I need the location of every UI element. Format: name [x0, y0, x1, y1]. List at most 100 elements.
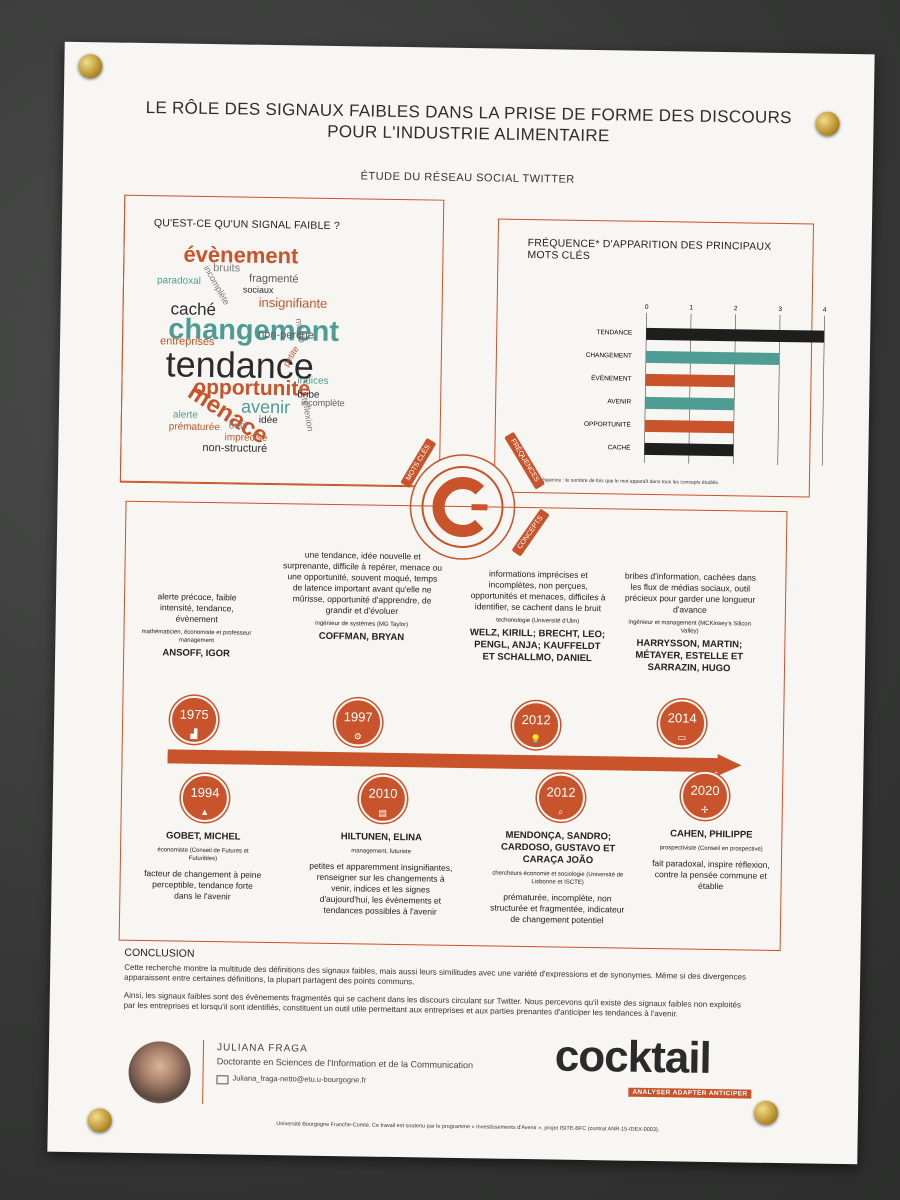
event-affiliation: techonologie (Université d'Ulm) [496, 617, 580, 625]
year-label: 2020 [690, 782, 720, 799]
cloud-word: bruits [213, 262, 241, 275]
event-author: HILTUNEN, ELINA [340, 831, 422, 844]
poster-title: LE RÔLE DES SIGNAUX FAIBLES DANS LA PRIS… [133, 97, 804, 150]
event-author: HARRYSSON, MARTIN; MÉTAYER, ESTELLE ET S… [635, 637, 744, 675]
cloud-word: alerte [172, 409, 199, 421]
cloud-word: sociaux [242, 284, 274, 296]
bar [644, 419, 734, 434]
pin-bottom-left [87, 1108, 113, 1133]
mail-icon [216, 1075, 229, 1085]
event-affiliation: économiste (Conseil de Futures et Futuri… [157, 847, 249, 863]
bar [645, 373, 735, 388]
event-definition: bribes d'information, cachées dans les f… [624, 570, 757, 615]
event-1975: alerte précoce, faible intensité, tendan… [141, 591, 252, 661]
year-label: 2012 [546, 784, 576, 800]
year-badge-2010: 2010 ▤ [358, 774, 408, 824]
event-affiliation: management, futuriste [351, 848, 411, 856]
event-definition: alerte précoce, faible intensité, tendan… [157, 591, 237, 625]
cloud-word: outil [228, 420, 248, 432]
poster-subtitle: ÉTUDE DU RÉSEAU SOCIAL TWITTER [360, 170, 575, 186]
x-tick-label: 1 [689, 305, 693, 312]
poster: LE RÔLE DES SIGNAUX FAIBLES DANS LA PRIS… [47, 41, 875, 1165]
category-label: ÉVÈNEMENT [591, 373, 632, 383]
cloud-word: évènement [183, 241, 299, 269]
x-tick-label: 4 [823, 307, 827, 314]
cloud-word: non-structuré [202, 441, 268, 455]
author-name: JULIANA FRAGA [216, 1042, 308, 1055]
year-badge-2012-top: 2012 💡 [511, 700, 561, 750]
event-author: CAHEN, PHILIPPE [670, 828, 753, 841]
pin-bottom-right [753, 1100, 779, 1126]
pin-top-right [815, 111, 840, 136]
year-label: 1997 [343, 709, 373, 725]
year-badge-1994: 1994 ▲ [180, 773, 230, 823]
bar [646, 327, 825, 343]
book-icon: ▤ [378, 807, 388, 818]
gears-icon: ⚙ [353, 731, 363, 742]
event-2020: CAHEN, PHILIPPE prospectiviste (Conseil … [651, 825, 770, 893]
event-definition: facteur de changement à peine perceptibl… [144, 868, 262, 902]
year-badge-1975: 1975 ▟ [169, 695, 219, 745]
conclusion-paragraph-2: Ainsi, les signaux faibles sont des évèn… [123, 990, 742, 1019]
event-definition: petites et apparemment insignifiantes, r… [309, 860, 453, 917]
year-label: 1975 [179, 706, 209, 723]
year-badge-2020: 2020 ✢ [680, 771, 730, 821]
chart-title: FRÉQUENCE* D'APPARITION DES PRINCIPAUX M… [527, 237, 772, 262]
category-label: TENDANCE [596, 329, 633, 337]
x-tick-label: 2 [734, 305, 738, 312]
avatar [128, 1040, 192, 1104]
signpost-icon: ✢ [700, 804, 709, 815]
event-author: WELZ, KIRILL; BRECHT, LEO; PENGL, ANJA; … [469, 627, 606, 665]
event-affiliation: chercheurs économie et sociologie (Unive… [492, 870, 624, 886]
conclusion-heading: CONCLUSION [124, 946, 195, 960]
bar-chart-icon: ▟ [190, 728, 198, 739]
category-label: CACHÉ [608, 442, 632, 451]
year-badge-2014: 2014 ▭ [657, 699, 707, 748]
year-badge-1997: 1997 ⚙ [333, 698, 383, 747]
event-definition: fait paradoxal, inspire réflexion, contr… [652, 858, 770, 892]
year-label: 2014 [667, 710, 697, 726]
author-email: Juliana_fraga-netto@etu.u-bourgogne.fr [232, 1073, 367, 1085]
event-definition: une tendance, idée nouvelle et surprenan… [282, 549, 443, 617]
x-tick-label: 0 [645, 304, 649, 311]
event-definition: informations imprécises et incomplètes, … [470, 568, 606, 614]
logo-wordmark: cocktail [554, 1031, 712, 1083]
event-2010: HILTUNEN, ELINA management, futuriste pe… [305, 828, 456, 918]
event-author: ANSOFF, IGOR [162, 647, 231, 660]
bar [644, 442, 734, 457]
bar [645, 396, 735, 411]
graduation-icon: ▲ [200, 806, 210, 818]
event-author: MENDONÇA, SANDRO; CARDOSO, GUSTAVO ET CA… [500, 829, 616, 867]
event-definition: prématurée, incomplète, non structurée e… [490, 891, 625, 926]
year-label: 2010 [368, 785, 398, 802]
cloud-word: insignifiante [258, 294, 328, 311]
timeline-arrow [167, 749, 742, 777]
word-cloud: évènement bruits fragmenté paradoxal incompl… [157, 241, 399, 465]
cloud-word: prématurée [168, 421, 220, 434]
event-affiliation: ingénieur et management (MCKinsey's Sili… [628, 619, 752, 635]
event-1994: GOBET, MICHEL économiste (Conseil de Fut… [143, 827, 262, 903]
cloud-word: indices [297, 375, 329, 387]
year-label: 1994 [190, 784, 220, 801]
footer-text: Université Bourgogne Franche-Comté. Ce t… [276, 1121, 660, 1134]
cloud-word: paradoxal [156, 275, 202, 287]
event-affiliation: prospectiviste (Conseil en prospective) [659, 845, 763, 853]
cloud-word: non-perçue [258, 328, 314, 342]
event-2012-bottom: MENDONÇA, SANDRO; CARDOSO, GUSTAVO ET CA… [487, 826, 629, 926]
bar [645, 350, 780, 365]
event-affiliation: ingénieur de systèmes (MG Taylor) [315, 620, 409, 629]
cloud-word: idée [258, 414, 278, 427]
bar-chart: 0 1 2 3 4 TENDANCE CHANGEMENT ÉVÈNEMENT AVENIR OP… [584, 304, 827, 466]
event-1997: une tendance, idée nouvelle et surprenan… [281, 549, 442, 645]
magnifier-icon: ⌕ [558, 806, 564, 817]
center-logo-icon [409, 454, 516, 560]
event-author: COFFMAN, BRYAN [318, 630, 405, 644]
pin-top-left [78, 53, 103, 79]
author-divider [202, 1040, 205, 1105]
author-role: Doctorante en Sciences de l'Information … [216, 1056, 474, 1071]
lightbulb-icon: 💡 [530, 734, 542, 745]
event-affiliation: mathématicien, économiste et professeur … [141, 628, 252, 645]
logo-tagline: ANALYSER ADAPTER ANTICIPER [628, 1087, 752, 1099]
event-2012-top: informations imprécises et incomplètes, … [467, 568, 608, 665]
year-label: 2012 [521, 711, 551, 728]
